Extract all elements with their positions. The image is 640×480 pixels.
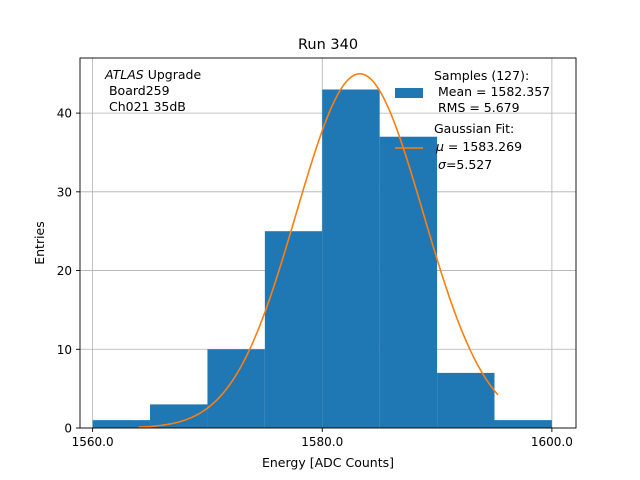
legend-fit-sigma-value: =5.527	[446, 157, 492, 172]
histogram-bar-2	[207, 349, 265, 428]
legend-fit-title: Gaussian Fit:	[434, 121, 514, 136]
histogram-bar-4	[322, 89, 380, 428]
y-tick-label-2: 20	[57, 264, 72, 278]
annotation-channel: Ch021 35dB	[105, 99, 186, 114]
y-axis-label: Entries	[32, 221, 47, 265]
y-tick-label-4: 40	[57, 107, 72, 121]
x-tick-label-1: 1580.0	[301, 435, 343, 449]
annotation-upgrade: Upgrade	[144, 67, 202, 82]
histogram-bar-0	[92, 420, 151, 428]
histogram-bar-6	[437, 372, 495, 428]
annotation-atlas: ATLAS	[104, 67, 144, 82]
legend-fit-sigma-symbol: σ	[438, 157, 447, 172]
atlas-annotation: ATLAS Upgrade Board259 Ch021 35dB	[104, 67, 201, 114]
y-tick-label-0: 0	[64, 422, 72, 436]
svg-text:σ=5.527: σ=5.527	[438, 157, 492, 172]
svg-text:μ = 1583.269: μ = 1583.269	[435, 139, 522, 154]
y-tick-label-3: 30	[57, 185, 72, 199]
chart-title: Run 340	[298, 37, 358, 53]
x-axis-label: Energy [ADC Counts]	[262, 455, 394, 470]
legend-samples-mean: Mean = 1582.357	[434, 84, 550, 99]
plot-frame	[79, 57, 577, 429]
gaussian-fit-curve	[138, 73, 499, 428]
histogram-bars	[92, 89, 552, 429]
y-tick-label-1: 10	[57, 343, 72, 357]
annotation-board: Board259	[105, 83, 170, 98]
histogram-bar-7	[494, 420, 552, 428]
legend-samples-rms: RMS = 5.679	[434, 100, 520, 115]
legend-fit-mu-symbol: μ	[435, 139, 444, 154]
x-tick-label-2: 1600.0	[531, 435, 573, 449]
y-axis-ticks: 0 10 20 30 40	[57, 107, 80, 436]
histogram-bar-1	[150, 404, 208, 428]
legend-samples-title: Samples (127):	[434, 68, 529, 83]
legend-fit-mu-value: = 1583.269	[444, 139, 522, 154]
legend: Samples (127): Mean = 1582.357 RMS = 5.6…	[395, 68, 550, 172]
x-axis-ticks: 1560.0 1580.0 1600.0	[72, 428, 573, 449]
legend-swatch-samples	[395, 88, 423, 98]
x-tick-label-0: 1560.0	[72, 435, 114, 449]
histogram-bar-3	[264, 231, 323, 428]
svg-text:ATLAS Upgrade: ATLAS Upgrade	[104, 67, 201, 82]
histogram-bar-5	[379, 136, 438, 429]
